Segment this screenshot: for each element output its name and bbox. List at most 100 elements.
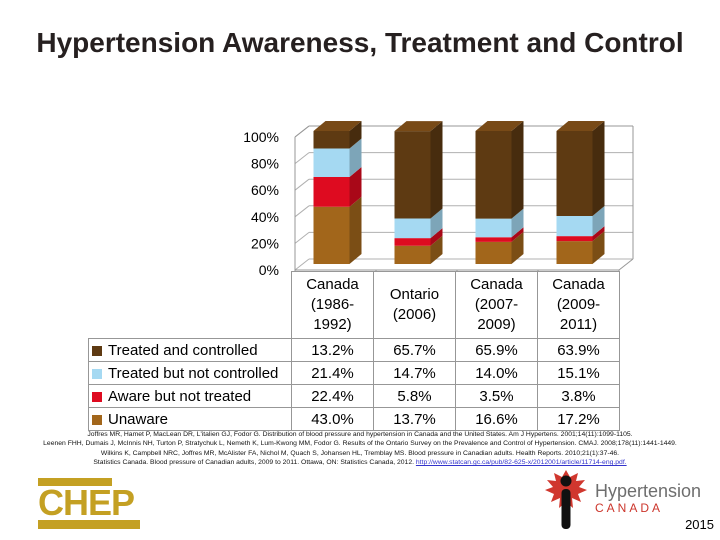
chart-line bbox=[294, 125, 310, 138]
column-header: Canada (2007- 2009) bbox=[455, 271, 538, 339]
maple-leaf-person-icon bbox=[545, 470, 587, 529]
bar-segment bbox=[313, 148, 350, 178]
value-cell: 14.0% bbox=[455, 361, 538, 385]
value-cell: 13.2% bbox=[291, 338, 374, 362]
bar-segment bbox=[349, 138, 362, 178]
bar-segment bbox=[556, 236, 593, 242]
bar-segment bbox=[430, 121, 443, 219]
value-cell: 3.8% bbox=[537, 384, 620, 408]
table-header-row: Canada (1986- 1992) Ontario (2006) Canada (200… bbox=[89, 271, 620, 339]
chart-line bbox=[294, 178, 310, 191]
table-row: Treated and controlled 13.2% 65.7% 65.9% 63.… bbox=[88, 338, 620, 362]
bar-segment bbox=[511, 208, 524, 238]
bar-segment bbox=[313, 206, 350, 264]
bar-segment bbox=[430, 235, 443, 264]
value-cell: 5.8% bbox=[373, 384, 456, 408]
chart-area: 0% 20% 40% 60% 80% 100% bbox=[185, 100, 645, 282]
chep-logo: CHEP bbox=[38, 478, 148, 529]
bar-segment bbox=[592, 226, 605, 242]
slide-year-label: 2015 bbox=[685, 517, 714, 532]
chart-line bbox=[294, 205, 310, 218]
bar-segment bbox=[592, 121, 605, 216]
bar-segment bbox=[394, 131, 431, 219]
stacked-bar-chart: 0% 20% 40% 60% 80% 100% bbox=[243, 121, 634, 278]
bar-segment bbox=[592, 205, 605, 237]
citation-line: Joffres MR, Hamet P, MacLean DR, L'itali… bbox=[87, 431, 633, 438]
column-header: Canada (1986- 1992) bbox=[291, 271, 374, 339]
bar-segment bbox=[475, 237, 512, 242]
value-cell: 63.9% bbox=[537, 338, 620, 362]
citation-line: Leenen FHH, Dumais J, McInnis NH, Turton… bbox=[43, 440, 677, 448]
y-axis-tick-label: 60% bbox=[251, 182, 279, 198]
bar-segment bbox=[313, 131, 350, 149]
chart-line bbox=[294, 152, 310, 164]
bar-segment bbox=[313, 177, 350, 207]
bar-segment bbox=[349, 196, 362, 264]
y-axis-tick-label: 0% bbox=[259, 262, 279, 278]
chep-logo-top-bar bbox=[38, 478, 112, 486]
citation-line: Wilkins K, Campbell NRC, Joffres MR, McA… bbox=[100, 449, 620, 457]
value-cell: 21.4% bbox=[291, 361, 374, 385]
legend-label-cell: Treated but not controlled bbox=[88, 361, 292, 385]
bar-segment bbox=[430, 208, 443, 239]
chep-logo-text: CHEP bbox=[38, 482, 135, 523]
chep-logo-bottom-bar bbox=[38, 520, 140, 529]
org-wordmark: Hypertension CANADA bbox=[595, 468, 702, 516]
column-header: Canada (2009- 2011) bbox=[537, 271, 620, 339]
bar-segment bbox=[511, 121, 524, 219]
bar-segment bbox=[313, 121, 362, 131]
citations: Joffres MR, Hamet P, MacLean DR, L'itali… bbox=[0, 430, 720, 468]
y-axis-tick-label: 40% bbox=[251, 209, 279, 225]
legend-label-cell: Unaware bbox=[88, 407, 292, 431]
value-cell: 65.9% bbox=[455, 338, 538, 362]
chart-data-table: Canada (1986- 1992) Ontario (2006) Canada (200… bbox=[88, 271, 620, 431]
legend-swatch-icon bbox=[92, 391, 102, 402]
value-cell: 15.1% bbox=[537, 361, 620, 385]
bar-segment bbox=[592, 231, 605, 264]
value-cell: 65.7% bbox=[373, 338, 456, 362]
bar-segment bbox=[556, 121, 605, 131]
bar-segment bbox=[349, 167, 362, 207]
chart-line bbox=[618, 258, 634, 271]
bar-segment bbox=[349, 121, 362, 149]
org-country: CANADA bbox=[595, 501, 664, 515]
bar-segment bbox=[556, 241, 593, 264]
citation-text: Statistics Canada. Blood pressure of Can… bbox=[93, 459, 416, 467]
table-row: Treated but not controlled 21.4% 14.7% 14.0… bbox=[88, 361, 620, 385]
page-title: Hypertension Awareness, Treatment and Co… bbox=[36, 27, 684, 58]
bar-segment bbox=[475, 218, 512, 238]
legend-label-cell: Treated and controlled bbox=[88, 338, 292, 362]
table-corner-cell bbox=[89, 272, 292, 339]
bar-segment bbox=[475, 241, 512, 264]
chart-line bbox=[294, 258, 310, 271]
bar-segment bbox=[511, 231, 524, 264]
legend-label-cell: Aware but not treated bbox=[88, 384, 292, 408]
legend-swatch-icon bbox=[92, 345, 102, 356]
bar-segment bbox=[556, 215, 593, 237]
y-axis-tick-label: 100% bbox=[243, 129, 279, 145]
statcan-link[interactable]: http://www.statcan.gc.ca/pub/82-625-x/20… bbox=[415, 459, 627, 467]
y-axis-tick-label: 20% bbox=[251, 235, 279, 251]
y-axis-tick-label: 80% bbox=[251, 156, 279, 172]
column-header: Ontario (2006) bbox=[373, 271, 456, 339]
value-cell: 17.2% bbox=[537, 407, 620, 431]
value-cell: 14.7% bbox=[373, 361, 456, 385]
value-cell: 22.4% bbox=[291, 384, 374, 408]
bar-segment bbox=[475, 131, 512, 219]
legend-swatch-icon bbox=[92, 414, 102, 425]
table-row: Aware but not treated 22.4% 5.8% 3.5% 3.8% bbox=[88, 384, 620, 408]
bar-segment bbox=[556, 131, 593, 216]
citation-line: Statistics Canada. Blood pressure of Can… bbox=[0, 458, 720, 467]
bar-segment bbox=[394, 218, 431, 239]
value-cell: 16.6% bbox=[455, 407, 538, 431]
bar-segment bbox=[511, 227, 524, 242]
hypertension-canada-logo: Hypertension CANADA bbox=[543, 468, 715, 536]
org-name: Hypertension bbox=[595, 481, 702, 501]
bar-segment bbox=[394, 121, 443, 132]
bar-segment bbox=[475, 121, 524, 131]
legend-swatch-icon bbox=[92, 368, 102, 379]
value-cell: 13.7% bbox=[373, 407, 456, 431]
value-cell: 3.5% bbox=[455, 384, 538, 408]
value-cell: 43.0% bbox=[291, 407, 374, 431]
